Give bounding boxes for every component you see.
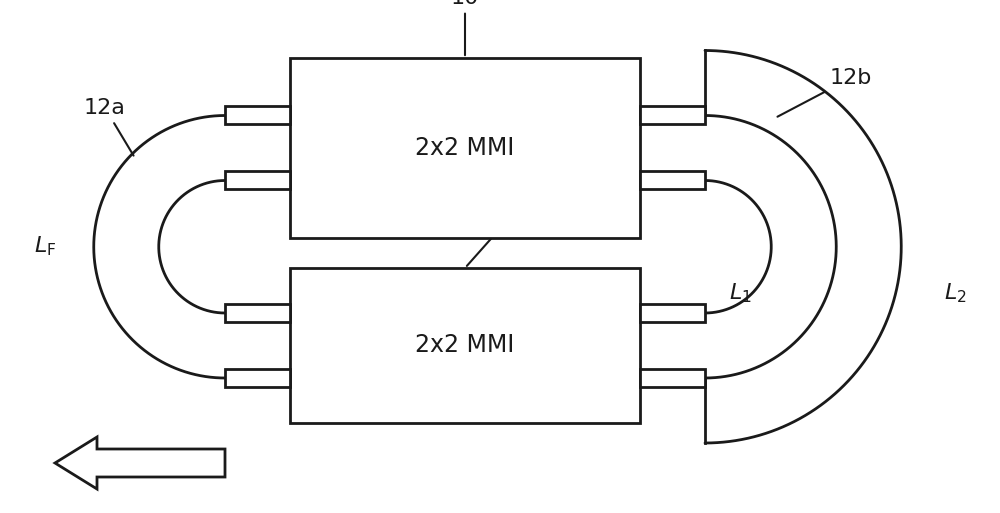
- Text: 11: 11: [467, 213, 519, 266]
- Bar: [225, 171, 290, 189]
- Text: 12b: 12b: [777, 68, 872, 117]
- Text: 2x2 MMI: 2x2 MMI: [415, 136, 515, 160]
- Text: $L_\mathrm{F}$: $L_\mathrm{F}$: [34, 234, 56, 258]
- Bar: [225, 369, 290, 387]
- Bar: [640, 171, 705, 189]
- Bar: [640, 304, 705, 322]
- Text: 2x2 MMI: 2x2 MMI: [415, 333, 515, 358]
- Bar: [640, 107, 705, 125]
- Text: 12a: 12a: [84, 98, 134, 155]
- Bar: [225, 304, 290, 322]
- Text: 10: 10: [451, 0, 479, 55]
- Text: $L_1$: $L_1$: [729, 281, 751, 305]
- Bar: [290, 268, 640, 423]
- Text: $L_2$: $L_2$: [944, 281, 966, 305]
- Bar: [640, 369, 705, 387]
- Bar: [225, 107, 290, 125]
- Bar: [290, 58, 640, 238]
